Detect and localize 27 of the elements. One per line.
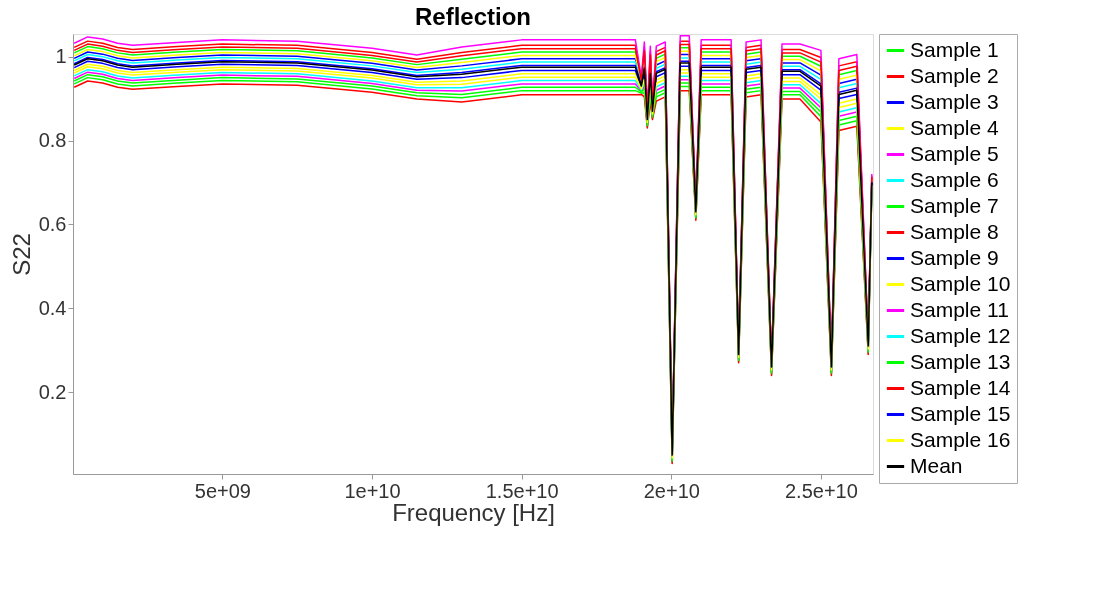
y-tick-label: 0.2 [38,380,67,403]
legend-label: Sample 13 [910,349,1011,373]
legend-label: Sample 10 [910,271,1011,295]
x-tick-label: 2.5e+10 [784,479,858,502]
legend-label: Sample 14 [910,375,1011,399]
legend-label: Sample 12 [910,323,1011,347]
legend-label: Mean [910,453,963,477]
legend-label: Sample 15 [910,401,1011,425]
legend-label: Sample 8 [910,219,999,243]
x-tick-label: 2e+10 [643,479,700,502]
y-tick-label: 1 [55,45,67,68]
legend-label: Sample 9 [910,245,999,269]
legend-label: Sample 7 [910,193,999,217]
y-tick-label: 0.6 [38,212,67,235]
chart-title: Reflection [414,2,532,30]
legend-label: Sample 16 [910,427,1011,451]
legend-label: Sample 1 [910,37,999,61]
y-tick-label: 0.4 [38,296,67,319]
y-axis-title: S22 [7,233,35,276]
legend-label: Sample 4 [910,115,1000,139]
x-tick-label: 5e+09 [194,479,251,502]
legend-label: Sample 6 [910,167,999,191]
legend-label: Sample 3 [910,89,999,113]
legend-label: Sample 5 [910,141,999,165]
legend-label: Sample 11 [910,297,1009,321]
legend-label: Sample 2 [910,63,999,87]
y-tick-label: 0.8 [38,129,67,152]
